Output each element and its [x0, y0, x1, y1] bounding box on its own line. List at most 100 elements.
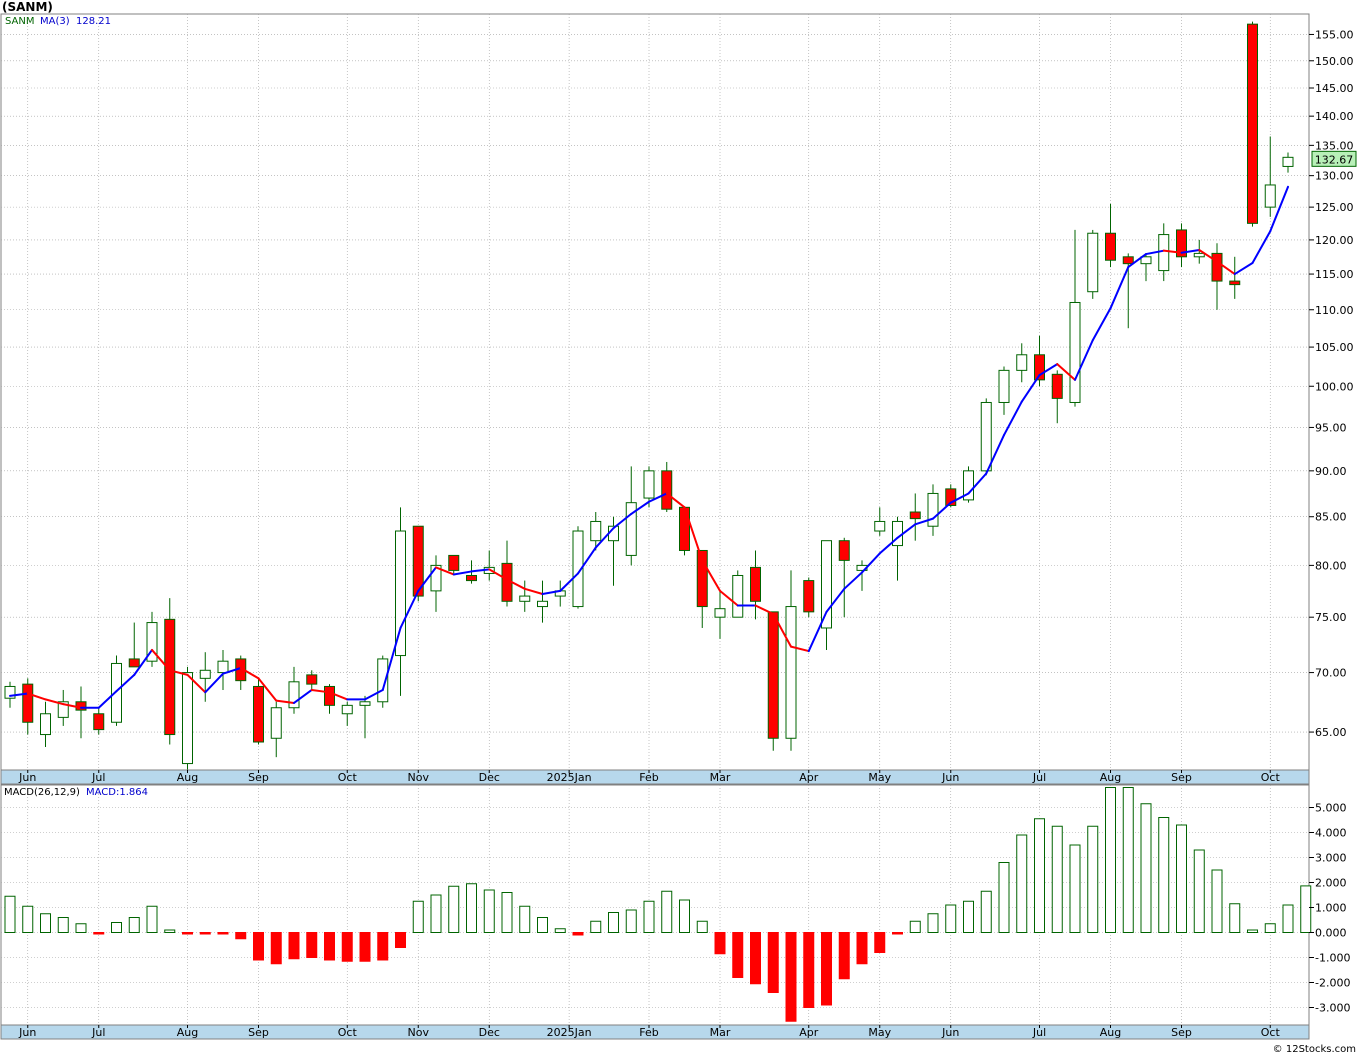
- macd-bar-positive: [679, 899, 690, 933]
- ma-segment: [630, 500, 650, 515]
- candle: [963, 466, 974, 503]
- price-tick-label: 140.00: [1315, 110, 1354, 123]
- ma-segment: [665, 492, 686, 509]
- date-tick-label: Apr: [799, 771, 819, 784]
- candle: [537, 580, 548, 623]
- ma-segment: [932, 501, 952, 520]
- candle: [253, 678, 264, 745]
- candle-body-down: [412, 525, 424, 597]
- ma-segment: [257, 677, 278, 702]
- macd-panel: -3.000 -2.000 -1.000 0.000 1.000 2.000 3.000 4.…: [0, 784, 1350, 1026]
- ma-segment: [97, 690, 118, 709]
- candle-body-up: [146, 622, 158, 662]
- price-tick-label: 65.00: [1315, 726, 1347, 739]
- date-tick-label: Sep: [248, 1026, 269, 1039]
- candle: [1069, 229, 1081, 407]
- candle-body-up: [1087, 232, 1099, 293]
- candle-body-up: [341, 704, 353, 715]
- macd-date-axis: Jun Jul Aug Sep Oct Nov Dec 2025Jan Feb Mar Apr May…: [0, 1024, 1310, 1040]
- candle-body-down: [1051, 373, 1063, 399]
- candle: [732, 570, 744, 618]
- candle: [980, 398, 992, 476]
- ma-segment: [417, 566, 437, 592]
- ma-segment: [914, 517, 934, 526]
- candle: [1176, 223, 1187, 268]
- date-tick-label: Aug: [1100, 771, 1121, 784]
- candle: [714, 590, 726, 639]
- date-tick-label: Jun: [18, 771, 36, 784]
- ma-segment: [861, 552, 881, 574]
- date-tick-label: Jun: [941, 771, 959, 784]
- candle-body-down: [1034, 354, 1045, 381]
- candle: [40, 701, 51, 748]
- date-tick-label: Dec: [479, 1026, 500, 1039]
- candle: [874, 507, 886, 536]
- date-tick-label: Jul: [1032, 1026, 1046, 1039]
- macd-bar-positive: [643, 900, 655, 933]
- macd-bar-positive: [661, 890, 673, 933]
- candle: [909, 493, 921, 541]
- candle-body-up: [40, 713, 51, 736]
- date-tick-label: Sep: [1171, 1026, 1192, 1039]
- candle-body-up: [1282, 156, 1294, 167]
- date-tick-label: Sep: [248, 771, 269, 784]
- candle: [164, 598, 176, 745]
- ma-segment: [204, 672, 224, 694]
- ma-segment: [470, 568, 491, 573]
- date-tick-label: Jul: [91, 771, 105, 784]
- macd-tick-label: -2.000: [1315, 977, 1350, 990]
- macd-bar-negative: [93, 932, 105, 935]
- macd-bar-negative: [217, 932, 229, 935]
- candle: [1140, 253, 1152, 282]
- date-tick-label: Oct: [1261, 1026, 1281, 1039]
- ma-segment: [790, 645, 810, 653]
- macd-bar-positive: [537, 917, 548, 933]
- candle-body-up: [1158, 234, 1170, 272]
- ma-segment: [239, 667, 260, 680]
- ma-segment: [1251, 230, 1272, 264]
- candle-body-down: [803, 580, 815, 613]
- candle: [821, 540, 832, 650]
- last-price-tag: 132.67: [1311, 150, 1357, 167]
- macd-bar-positive: [57, 917, 69, 933]
- candle: [430, 555, 442, 612]
- macd-bar-positive: [501, 892, 513, 933]
- macd-bar-positive: [75, 923, 87, 933]
- ma-segment: [1145, 249, 1165, 256]
- candle-body-up: [1140, 256, 1152, 265]
- ma-segment: [1162, 249, 1183, 254]
- copyright-text: © 12Stocks.com: [1273, 1044, 1356, 1055]
- macd-bar-negative: [253, 932, 264, 961]
- ma-segment: [62, 703, 82, 709]
- macd-bar-negative: [359, 932, 371, 962]
- macd-bar-positive: [4, 895, 16, 933]
- date-tick-label: Aug: [1100, 1026, 1121, 1039]
- ma-segment: [878, 536, 899, 555]
- macd-bar-negative: [838, 932, 850, 980]
- macd-bar-positive: [1211, 869, 1223, 933]
- candle: [803, 577, 815, 618]
- candle: [643, 466, 655, 508]
- macd-bar-positive: [696, 920, 708, 933]
- candle-body-up: [430, 564, 442, 592]
- price-tick-label: 120.00: [1315, 234, 1354, 247]
- candle-body-down: [661, 470, 673, 510]
- macd-bar-positive: [998, 862, 1010, 933]
- ma-segment: [168, 669, 189, 676]
- ma-segment: [701, 559, 721, 592]
- candle-body-up: [1016, 354, 1028, 371]
- candle-body-down: [93, 713, 105, 731]
- candle: [1122, 253, 1134, 329]
- macd-bar-positive: [1016, 834, 1028, 933]
- candle-body-down: [696, 549, 708, 608]
- ma-segment: [896, 523, 917, 539]
- ma-segment: [435, 566, 455, 576]
- price-candles: [4, 21, 1294, 777]
- macd-bar-positive: [111, 922, 122, 933]
- date-tick-label: Oct: [338, 771, 358, 784]
- price-tick-label: 130.00: [1315, 170, 1354, 183]
- ma-segment: [452, 570, 473, 576]
- candle-body-up: [590, 520, 602, 542]
- candle: [661, 461, 673, 513]
- date-tick-label: Dec: [479, 771, 500, 784]
